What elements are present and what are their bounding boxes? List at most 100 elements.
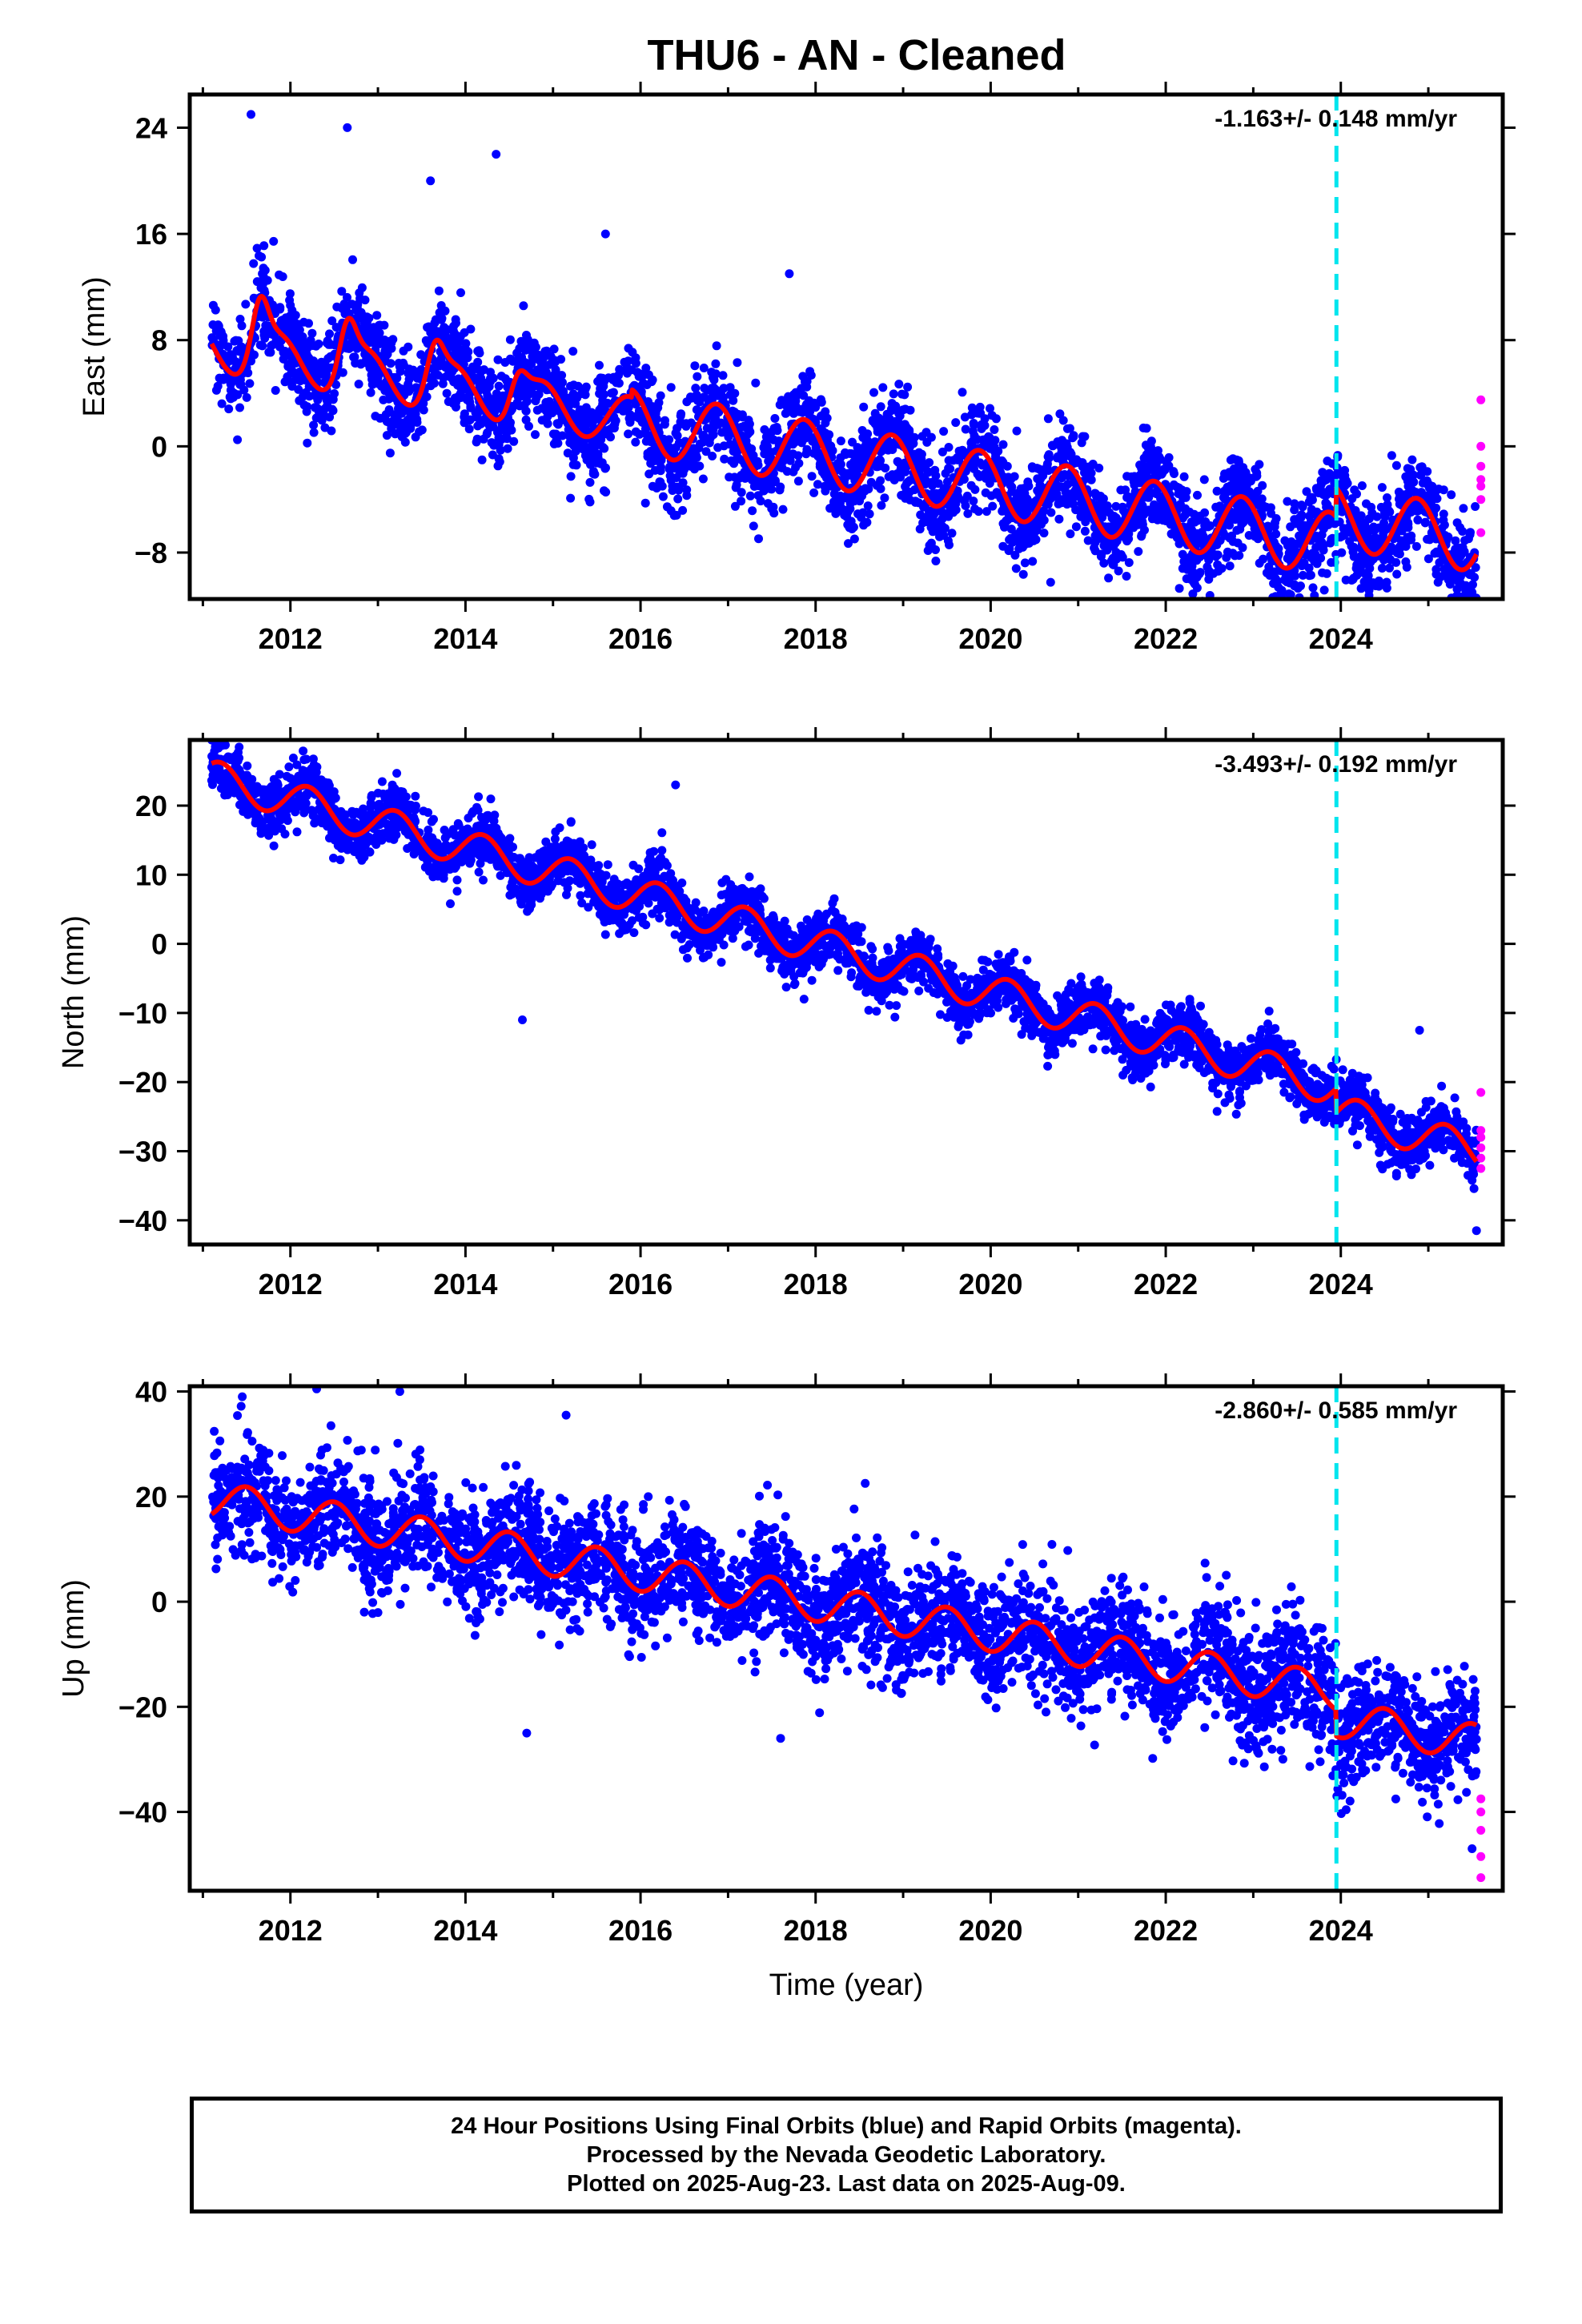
east-point <box>921 428 931 437</box>
east-point <box>1099 558 1109 568</box>
east-point <box>1401 557 1411 566</box>
east-point <box>984 474 994 484</box>
east-point <box>591 455 600 464</box>
east-point <box>1090 489 1100 498</box>
east-point <box>1134 547 1143 557</box>
east-rapid-point <box>1476 481 1486 491</box>
east-point <box>516 391 524 400</box>
east-point <box>531 430 540 440</box>
east-point <box>725 390 735 400</box>
east-point <box>259 263 268 273</box>
east-point <box>460 412 469 422</box>
east-point <box>1232 466 1242 476</box>
east-point <box>1403 533 1412 542</box>
east-point <box>655 477 665 487</box>
east-point <box>295 396 304 405</box>
east-point <box>464 424 474 434</box>
east-point <box>1121 485 1130 495</box>
east-point <box>280 347 290 356</box>
east-point <box>876 461 885 471</box>
east-point <box>327 404 337 414</box>
east-point <box>797 422 807 432</box>
east-point <box>454 374 464 384</box>
east-point <box>876 427 885 436</box>
east-point <box>1417 462 1427 472</box>
east-point <box>496 372 506 381</box>
east-point <box>1372 512 1382 521</box>
east-point <box>466 324 476 334</box>
east-point <box>905 443 914 452</box>
east-point <box>1468 580 1477 589</box>
east-point <box>677 409 686 419</box>
north-point <box>446 899 455 908</box>
east-point <box>242 392 251 402</box>
east-point <box>216 328 226 337</box>
east-point <box>382 416 391 426</box>
east-point <box>973 435 982 444</box>
east-point <box>394 404 403 413</box>
east-point <box>385 448 395 458</box>
east-point <box>763 499 773 509</box>
east-point <box>372 311 382 320</box>
east-point <box>1077 438 1086 448</box>
east-point <box>1104 573 1114 583</box>
north-point <box>956 1035 966 1045</box>
east-point <box>863 429 873 439</box>
east-point <box>974 507 983 517</box>
east-point <box>894 408 904 418</box>
east-point <box>1439 515 1448 525</box>
east-point <box>843 507 853 517</box>
east-point <box>452 402 460 412</box>
east-point <box>689 460 699 470</box>
east-point <box>313 396 323 404</box>
east-point <box>494 454 504 464</box>
east-point <box>585 497 595 507</box>
east-point <box>949 508 958 517</box>
east-point <box>477 455 487 464</box>
east-point <box>373 373 383 383</box>
east-point <box>748 506 757 516</box>
east-x-tick-label: 2012 <box>259 622 323 655</box>
east-point <box>1471 502 1480 511</box>
east-point <box>998 456 1006 465</box>
east-point <box>745 491 755 501</box>
east-point <box>844 539 853 549</box>
east-point <box>1423 534 1432 544</box>
east-point <box>1111 501 1121 511</box>
east-point <box>801 377 809 387</box>
east-point <box>408 365 418 375</box>
east-point <box>544 396 554 406</box>
east-rapid-point <box>1476 461 1486 471</box>
east-point <box>1304 563 1314 573</box>
east-point <box>1387 451 1396 460</box>
east-point <box>1028 557 1038 566</box>
east-point <box>529 338 539 348</box>
east-point <box>304 319 313 328</box>
east-point <box>400 437 410 447</box>
east-point <box>961 424 970 434</box>
east-point <box>686 392 695 402</box>
east-point <box>1122 537 1132 546</box>
east-point <box>1022 529 1031 538</box>
east-point <box>725 472 734 482</box>
east-point <box>772 423 781 432</box>
east-point <box>287 306 297 315</box>
east-point <box>666 383 676 392</box>
east-point <box>327 426 336 436</box>
east-point <box>1204 566 1214 576</box>
east-point <box>219 336 228 345</box>
east-point <box>1447 490 1456 500</box>
east-point <box>715 387 724 396</box>
east-point <box>1258 480 1267 490</box>
east-rapid-point <box>1476 441 1486 451</box>
east-point <box>1070 485 1080 495</box>
east-point <box>931 557 941 565</box>
east-point <box>807 472 817 481</box>
east-point <box>1039 529 1049 538</box>
east-point <box>211 305 220 315</box>
east-point <box>1094 464 1104 472</box>
east-point <box>436 301 446 310</box>
east-point <box>934 479 943 489</box>
east-point <box>648 481 657 491</box>
east-point <box>1042 459 1052 468</box>
